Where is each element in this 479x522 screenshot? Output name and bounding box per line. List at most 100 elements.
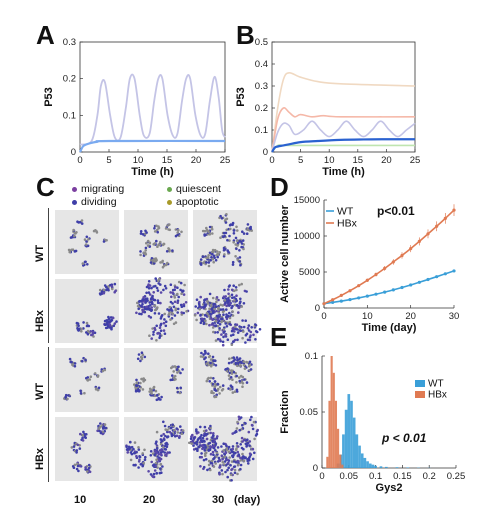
cell-dot xyxy=(194,447,198,451)
simulation-tile xyxy=(124,348,188,412)
data-point xyxy=(426,277,430,282)
cell-dot xyxy=(210,227,214,231)
data-point xyxy=(339,293,343,297)
cell-dot xyxy=(104,426,108,430)
tile-cells xyxy=(67,219,108,267)
cell-dot xyxy=(253,451,256,455)
y-tick-label: 0.1 xyxy=(63,110,76,121)
cell-dot xyxy=(149,450,153,453)
cell-dot xyxy=(97,386,101,390)
tile-cells xyxy=(199,349,253,399)
cell-dot xyxy=(206,302,210,305)
cell-dot xyxy=(222,331,225,334)
cell-dot xyxy=(238,302,242,305)
cell-dot xyxy=(206,312,209,316)
cell-dot xyxy=(177,295,180,299)
migrating-dot xyxy=(72,186,77,192)
cell-dot xyxy=(201,229,205,233)
cell-dot xyxy=(147,470,150,473)
cell-dot xyxy=(222,442,225,445)
cell-dot xyxy=(166,428,169,432)
cell-dot xyxy=(214,324,217,328)
cell-dot xyxy=(182,293,186,296)
cell-dot xyxy=(76,443,79,447)
cell-dot xyxy=(239,374,243,378)
cell-dot xyxy=(182,304,186,308)
cell-dot xyxy=(171,312,175,316)
row-label-hbx-1: HBx xyxy=(34,309,46,332)
cell-dot xyxy=(207,449,210,452)
cell-dot xyxy=(175,386,179,390)
cell-dot xyxy=(218,459,222,462)
cell-dot xyxy=(137,307,140,311)
cell-dot xyxy=(155,286,159,290)
cell-dot xyxy=(236,338,239,342)
cell-dot xyxy=(171,378,174,381)
cell-dot xyxy=(242,330,245,333)
cell-dot xyxy=(248,444,251,447)
cell-dot xyxy=(232,284,235,287)
cell-dot xyxy=(109,319,112,323)
cell-dot xyxy=(228,301,232,305)
row-label-wt-2: WT xyxy=(34,382,46,400)
cell-dot xyxy=(208,323,211,327)
cell-dot xyxy=(231,432,234,435)
cell-dot xyxy=(207,261,211,264)
cell-dot xyxy=(72,445,76,448)
cell-dot xyxy=(200,444,204,447)
x-tick-label: 0.15 xyxy=(393,471,412,482)
cell-dot xyxy=(211,257,215,261)
x-tick-label: 0.25 xyxy=(447,471,466,482)
cell-dot xyxy=(82,321,85,324)
cell-dot xyxy=(154,277,157,280)
cell-dot xyxy=(73,234,76,238)
cell-dot xyxy=(190,435,193,438)
cell-dot xyxy=(245,290,248,293)
y-tick-label: 0.4 xyxy=(255,59,268,70)
cell-dot xyxy=(85,240,88,243)
cell-dot xyxy=(199,262,202,265)
histogram-bar-wt xyxy=(355,434,359,468)
cell-dot xyxy=(99,431,103,435)
cell-dot xyxy=(136,301,139,305)
cell-dot xyxy=(146,239,150,243)
cell-dot xyxy=(142,380,145,383)
y-tick-label: 10000 xyxy=(294,231,320,242)
cell-dot xyxy=(78,464,82,468)
cell-dot xyxy=(166,430,169,434)
cell-dot xyxy=(235,442,239,445)
cell-dot xyxy=(198,300,201,304)
cell-dot xyxy=(205,261,208,264)
cell-dot xyxy=(113,322,117,325)
cell-dot xyxy=(159,240,162,244)
cell-dot xyxy=(241,440,244,443)
cell-dot xyxy=(213,380,217,383)
cell-dot xyxy=(214,319,218,323)
cell-dot xyxy=(210,317,213,320)
cell-dot xyxy=(140,351,144,354)
cell-dot xyxy=(226,475,229,479)
cell-dot xyxy=(221,340,225,344)
cell-dot xyxy=(76,326,79,330)
cell-dot xyxy=(242,360,245,363)
cell-dot xyxy=(169,426,173,430)
cell-dot xyxy=(68,357,72,361)
cell-dot xyxy=(84,243,88,246)
cell-dot xyxy=(79,432,82,436)
cell-dot xyxy=(208,307,211,311)
cell-dot xyxy=(203,357,206,361)
x-tick-label: 0 xyxy=(269,155,274,166)
data-point xyxy=(357,284,361,288)
cell-dot xyxy=(135,384,139,387)
cell-dot xyxy=(215,250,219,253)
cell-dot xyxy=(159,291,163,294)
cell-dot xyxy=(101,430,105,434)
cell-dot xyxy=(73,463,77,467)
cell-dot xyxy=(162,329,166,332)
cell-dot xyxy=(163,451,166,454)
legend-migrating: migrating xyxy=(72,183,124,195)
cell-dot xyxy=(227,292,230,296)
quiescent-dot xyxy=(167,186,172,192)
cell-dot xyxy=(177,228,180,232)
data-point xyxy=(348,289,352,293)
